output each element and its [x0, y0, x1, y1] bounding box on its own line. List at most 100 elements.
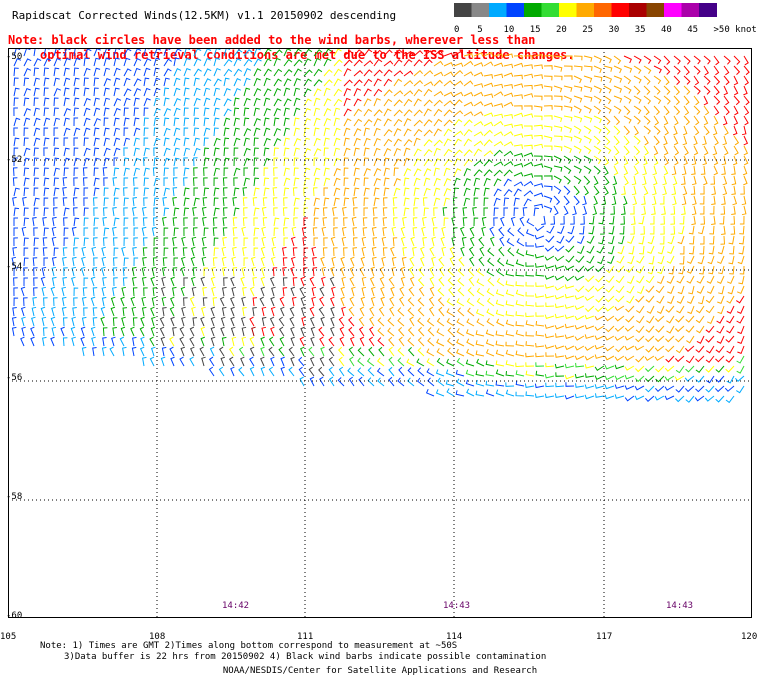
wind-barb [726, 375, 735, 384]
wind-barb [553, 165, 563, 172]
wind-barb [473, 52, 484, 57]
wind-barb [565, 255, 575, 263]
wind-barb [243, 117, 250, 127]
wind-barb [331, 286, 336, 297]
wind-barb [343, 108, 352, 117]
wind-barb [460, 246, 465, 257]
wind-barb [667, 285, 675, 295]
wind-barb [523, 105, 533, 110]
wind-barb [604, 394, 615, 400]
wind-barb [393, 118, 403, 127]
wind-barb [133, 217, 138, 227]
wind-barb [100, 316, 105, 327]
wind-barb [73, 117, 79, 127]
wind-barb [123, 117, 130, 127]
wind-barb [632, 195, 638, 206]
wind-barb [462, 217, 468, 227]
wind-barb [653, 155, 659, 166]
wind-barb [723, 145, 729, 156]
wind-barb [513, 181, 524, 187]
wind-barb [222, 237, 227, 247]
wind-barb [292, 277, 298, 287]
wind-barb [340, 286, 345, 297]
wind-barb [708, 245, 715, 255]
wind-barb [663, 105, 670, 116]
wind-barb [213, 78, 222, 87]
wind-barb [486, 308, 495, 317]
wind-barb [495, 340, 505, 347]
wind-barb [679, 215, 685, 225]
wind-barb [33, 117, 41, 127]
wind-barb [183, 147, 191, 157]
wind-barb [211, 286, 216, 297]
wind-barb [323, 127, 330, 137]
wind-barb [423, 158, 432, 167]
wind-barb [23, 147, 31, 157]
wind-barb [389, 306, 395, 317]
wind-barb [661, 205, 666, 215]
wind-barb [427, 337, 435, 347]
wind-barb [663, 115, 669, 126]
wind-barb [370, 266, 375, 277]
wind-barb [183, 67, 191, 77]
wind-barb [42, 237, 48, 247]
wind-barb [43, 197, 49, 207]
wind-barb [505, 289, 515, 297]
wind-barb [318, 366, 325, 377]
wind-barb [544, 275, 555, 280]
wind-barb [598, 215, 605, 225]
wind-barb [373, 197, 380, 207]
wind-barb [700, 165, 706, 175]
wind-barb [673, 125, 678, 136]
wind-barb [645, 385, 655, 393]
wind-barb [623, 155, 629, 166]
wind-barb [584, 355, 595, 361]
wind-barb [93, 167, 99, 177]
wind-barb [413, 148, 422, 157]
wind-barb [103, 107, 110, 117]
wind-barb [473, 62, 484, 67]
wind-barb [513, 207, 519, 217]
wind-barb [739, 265, 745, 275]
wind-barb [20, 336, 25, 347]
wind-barb [443, 178, 452, 187]
wind-barb [338, 316, 345, 327]
wind-barb [577, 235, 585, 245]
wind-barb [33, 207, 39, 217]
wind-barb [53, 137, 59, 147]
wind-barb [163, 207, 169, 217]
wind-barb [408, 266, 415, 277]
wind-barb [241, 226, 246, 237]
wind-barb [493, 53, 504, 59]
wind-barb [232, 267, 238, 277]
wind-barb [493, 91, 504, 97]
wind-barb [260, 246, 266, 257]
wind-barb [543, 115, 553, 120]
wind-barb [456, 298, 465, 307]
wind-barb [230, 306, 235, 317]
wind-barb [290, 236, 296, 247]
wind-barb [263, 77, 271, 87]
wind-barb [443, 71, 454, 77]
wind-barb [692, 195, 697, 206]
wind-barb [574, 275, 585, 281]
wind-barb [373, 177, 381, 187]
wind-barb [23, 267, 28, 277]
wind-barb [282, 257, 288, 267]
wind-barb [93, 117, 101, 127]
wind-barb [573, 55, 583, 61]
wind-barb [743, 155, 749, 166]
wind-barb [73, 57, 81, 67]
wind-barb [535, 362, 545, 367]
wind-barb [343, 167, 349, 177]
wind-barb [301, 226, 307, 237]
wind-barb [252, 297, 258, 307]
wind-barb [383, 69, 393, 77]
wind-barb [677, 235, 685, 245]
wind-barb [743, 95, 750, 106]
wind-barb [486, 288, 495, 297]
wind-barb [463, 60, 474, 67]
wind-barb [361, 236, 367, 247]
wind-barb [13, 207, 20, 217]
wind-barb [242, 307, 247, 317]
